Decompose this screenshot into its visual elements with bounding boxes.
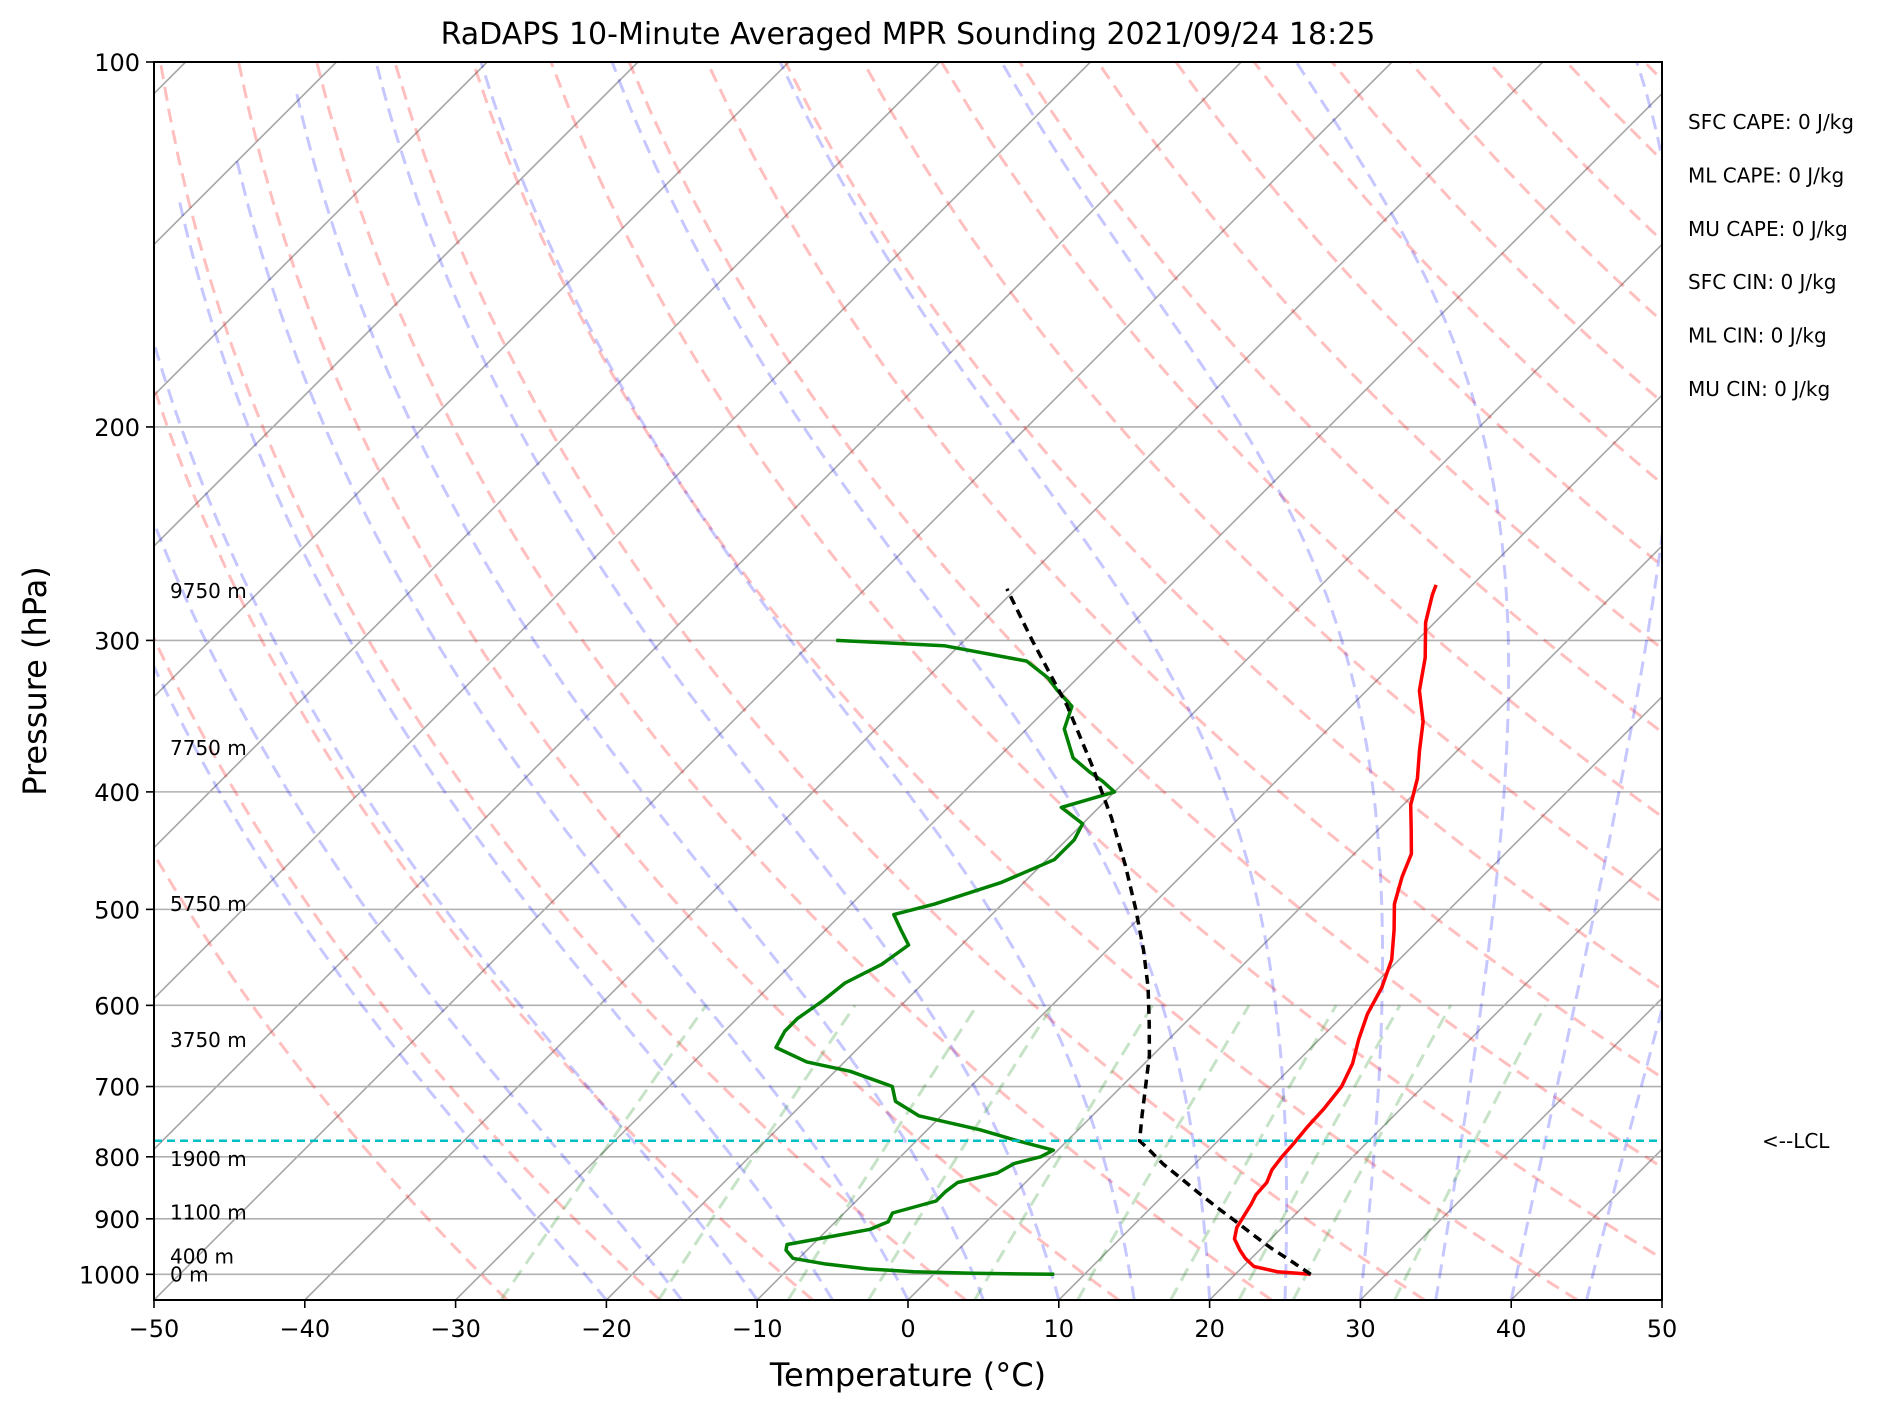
dry-adiabat-line — [158, 62, 967, 1300]
moist-adiabat-line — [479, 62, 1136, 1300]
isotherm-line — [154, 62, 1242, 1151]
dry-adiabat-line — [393, 62, 1426, 1300]
moist-adiabat-line — [374, 62, 1061, 1300]
moist-adiabat-line — [293, 87, 985, 1300]
x-tick-label: −50 — [129, 1315, 180, 1343]
moist-adiabat-line — [177, 199, 834, 1300]
height-label: 5750 m — [170, 892, 247, 916]
dry-adiabat-line — [705, 62, 1662, 1080]
temperature-line — [1232, 584, 1438, 1277]
stability-index-label: MU CIN: 0 J/kg — [1688, 377, 1830, 401]
x-tick-label: 0 — [900, 1315, 915, 1343]
lcl-label: <--LCL — [1762, 1129, 1830, 1153]
dry-adiabat-line — [154, 382, 814, 1300]
mixing-ratio-line — [499, 1004, 708, 1300]
x-tick-label: −40 — [279, 1315, 330, 1343]
moist-adiabat-line — [778, 62, 1289, 1300]
y-tick-label: 400 — [94, 779, 140, 807]
isotherm-line — [154, 62, 488, 397]
x-tick-label: 40 — [1496, 1315, 1527, 1343]
dry-adiabat-line — [1096, 62, 1662, 651]
stability-index-label: ML CAPE: 0 J/kg — [1688, 163, 1844, 187]
isotherm-line — [304, 62, 1544, 1300]
x-tick-label: −20 — [581, 1315, 632, 1343]
y-tick-label: 100 — [94, 49, 140, 77]
x-tick-label: 10 — [1044, 1315, 1075, 1343]
x-axis-label: Temperature (°C) — [769, 1356, 1046, 1394]
isotherm-line — [605, 243, 1662, 1300]
moist-adiabat-line — [1585, 1003, 1662, 1300]
mixing-ratio-line — [1169, 1004, 1338, 1300]
isotherm-line — [1359, 997, 1662, 1300]
moist-adiabat-line — [154, 337, 759, 1300]
moist-adiabat-line — [154, 518, 683, 1300]
mixing-ratio-line — [973, 1004, 1154, 1300]
chart-title: RaDAPS 10-Minute Averaged MPR Sounding 2… — [441, 17, 1376, 52]
dry-adiabat-line — [237, 62, 1120, 1300]
isotherm-line — [154, 62, 639, 548]
isotherm-line — [907, 544, 1662, 1300]
y-tick-label: 800 — [94, 1144, 140, 1172]
dry-adiabat-line — [154, 851, 509, 1300]
dry-adiabat-line — [1018, 62, 1662, 734]
background-lines — [154, 62, 1662, 1300]
profile-lines — [774, 584, 1438, 1277]
stability-index-label: ML CIN: 0 J/kg — [1688, 324, 1827, 348]
height-label: 400 m — [170, 1245, 234, 1269]
y-axis-label: Pressure (hPa) — [16, 566, 54, 796]
isotherm-line — [154, 62, 790, 698]
x-tick-label: 30 — [1345, 1315, 1376, 1343]
y-tick-label: 500 — [94, 896, 140, 924]
dry-adiabat-line — [940, 62, 1662, 819]
y-tick-label: 200 — [94, 414, 140, 442]
y-tick-label: 700 — [94, 1074, 140, 1102]
y-tick-label: 1000 — [79, 1261, 140, 1289]
height-label: 1100 m — [170, 1200, 247, 1224]
isotherm-line — [1209, 846, 1662, 1300]
dry-adiabat-line — [783, 62, 1662, 992]
height-label: 7750 m — [170, 736, 247, 760]
x-tick-label: −10 — [732, 1315, 783, 1343]
y-tick-label: 300 — [94, 627, 140, 655]
axis-ticks: −50 −40 −30 −20 −10 0 10 20 30 40 50 100 200 300 400 50… — [79, 49, 1677, 1343]
dry-adiabat-line — [627, 62, 1662, 1169]
isotherm-line — [455, 92, 1662, 1300]
stability-index-label: MU CAPE: 0 J/kg — [1688, 217, 1848, 241]
x-tick-label: 50 — [1647, 1315, 1678, 1343]
height-label: 0 m — [170, 1262, 209, 1286]
height-label: 1900 m — [170, 1147, 247, 1171]
dry-adiabat-line — [549, 62, 1662, 1261]
dry-adiabat-line — [862, 62, 1662, 905]
isotherm-line — [154, 62, 941, 849]
isotherm-line — [154, 62, 1393, 1300]
y-tick-label: 900 — [94, 1206, 140, 1234]
x-tick-label: −30 — [430, 1315, 481, 1343]
isotherm-line — [756, 394, 1662, 1300]
mixing-ratio-line — [657, 1004, 857, 1300]
stability-index-label: SFC CIN: 0 J/kg — [1688, 270, 1836, 294]
stability-index-label: SFC CAPE: 0 J/kg — [1688, 110, 1854, 134]
height-label: 9750 m — [170, 579, 247, 603]
height-label: 3750 m — [170, 1028, 247, 1052]
y-tick-label: 600 — [94, 992, 140, 1020]
mixing-ratio-line — [1291, 1004, 1452, 1300]
moist-adiabat-line — [610, 62, 1212, 1300]
isotherm-line — [1058, 695, 1662, 1300]
dry-adiabat-line — [1174, 62, 1662, 568]
mixing-ratio-line — [1237, 1004, 1402, 1300]
mixing-ratio-line — [1076, 1004, 1251, 1300]
moist-adiabat-line — [1509, 62, 1662, 1300]
x-tick-label: 20 — [1194, 1315, 1225, 1343]
isotherm-line — [154, 62, 1091, 1000]
parcel_profile-line — [1005, 588, 1312, 1276]
moist-adiabat-line — [234, 157, 910, 1300]
moist-adiabat-line — [1294, 62, 1511, 1300]
mixing-ratio-line — [1393, 1004, 1547, 1300]
mixing-ratio-line — [867, 1004, 1054, 1300]
stability-indices: SFC CAPE: 0 J/kg ML CAPE: 0 J/kg MU CAPE: … — [1688, 110, 1854, 401]
dry-adiabat-line — [471, 62, 1579, 1300]
